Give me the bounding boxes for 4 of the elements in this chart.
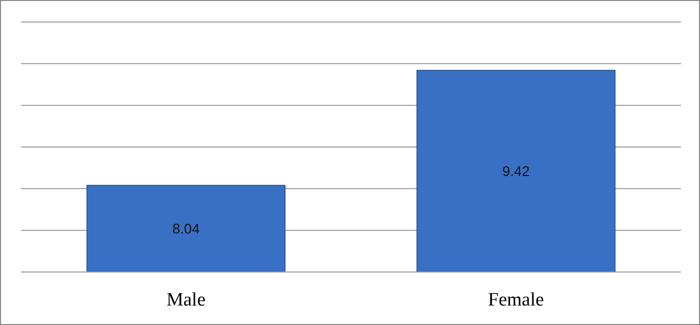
x-tick-label: Female — [488, 289, 544, 310]
x-tick-label: Male — [166, 289, 206, 310]
data-label: 9.42 — [502, 163, 530, 180]
data-label: 8.04 — [172, 220, 200, 237]
